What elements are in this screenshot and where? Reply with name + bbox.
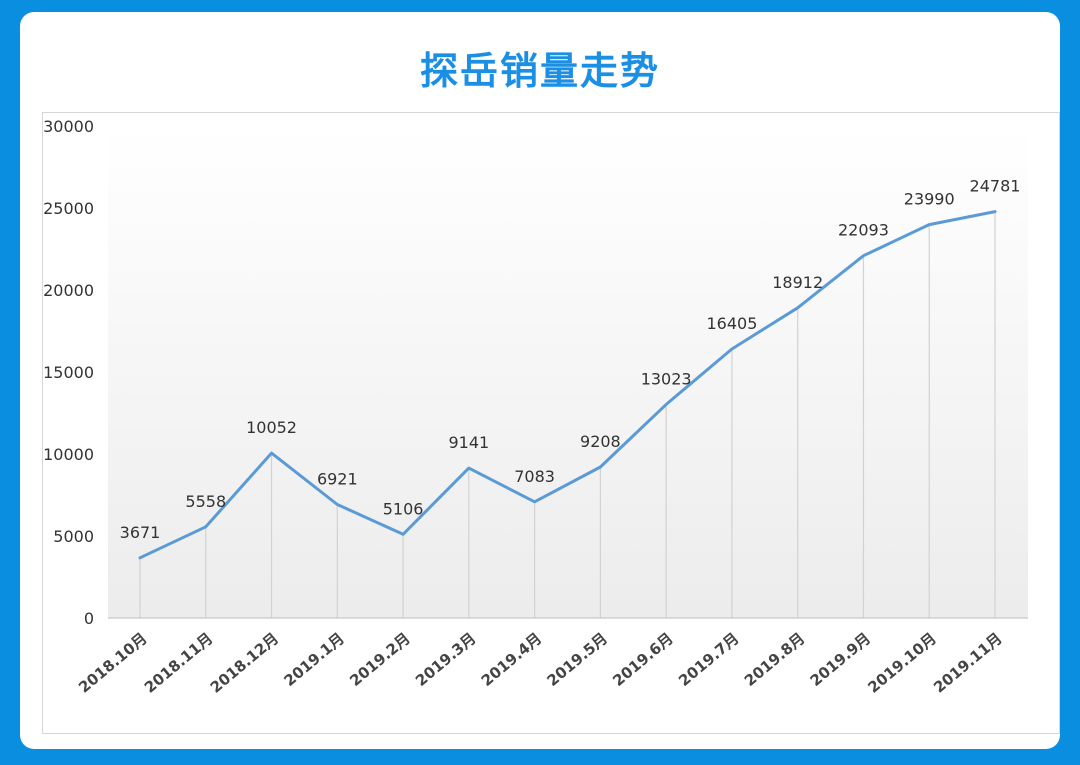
drop-lines: [139, 211, 996, 618]
series-line: [138, 210, 997, 560]
x-tick-label: 2019.11月: [930, 629, 1005, 696]
x-tick-label: 2019.2月: [346, 629, 413, 690]
y-axis-ticks: 0 5000 10000 15000 20000 25000 30000: [43, 117, 94, 628]
x-tick-label: 2019.8月: [741, 629, 808, 690]
x-tick-label: 2018.12月: [207, 629, 282, 696]
y-tick-label: 20000: [43, 281, 94, 300]
plot-area-background: [108, 126, 1028, 618]
data-label: 16405: [706, 314, 757, 333]
x-tick-label: 2019.3月: [412, 629, 479, 690]
y-tick-label: 0: [84, 609, 94, 628]
series-line-layer: [138, 210, 997, 560]
x-tick-label: 2019.9月: [807, 629, 874, 690]
x-axis-ticks: 2018.10月2018.11月2018.12月2019.1月2019.2月20…: [75, 629, 1005, 696]
data-label: 23990: [904, 190, 955, 209]
data-label: 6921: [317, 469, 358, 488]
data-label: 24781: [970, 177, 1021, 196]
data-label: 18912: [772, 273, 823, 292]
x-tick-label: 2019.1月: [280, 629, 347, 690]
data-label: 22093: [838, 221, 889, 240]
data-label: 5558: [185, 492, 226, 511]
data-labels: 3671 5558 10052 6921 5106 9141 7083 9208 13023 16…: [120, 177, 1021, 542]
data-label: 13023: [641, 369, 692, 388]
y-tick-label: 10000: [43, 445, 94, 464]
x-tick-label: 2018.10月: [75, 629, 150, 696]
y-tick-label: 25000: [43, 199, 94, 218]
x-tick-label: 2019.7月: [675, 629, 742, 690]
data-label: 9141: [448, 433, 489, 452]
y-tick-label: 15000: [43, 363, 94, 382]
x-tick-label: 2019.10月: [864, 629, 939, 696]
y-tick-label: 30000: [43, 117, 94, 136]
data-label: 7083: [514, 467, 555, 486]
y-tick-label: 5000: [53, 527, 94, 546]
data-label: 3671: [120, 523, 161, 542]
data-label: 5106: [383, 499, 424, 518]
x-tick-label: 2019.6月: [609, 629, 676, 690]
x-tick-label: 2019.4月: [478, 629, 545, 690]
data-label: 10052: [246, 418, 297, 437]
x-tick-label: 2019.5月: [544, 629, 611, 690]
data-label: 9208: [580, 432, 621, 451]
chart-title: 探岳销量走势: [419, 49, 660, 93]
x-tick-label: 2018.11月: [141, 629, 216, 696]
